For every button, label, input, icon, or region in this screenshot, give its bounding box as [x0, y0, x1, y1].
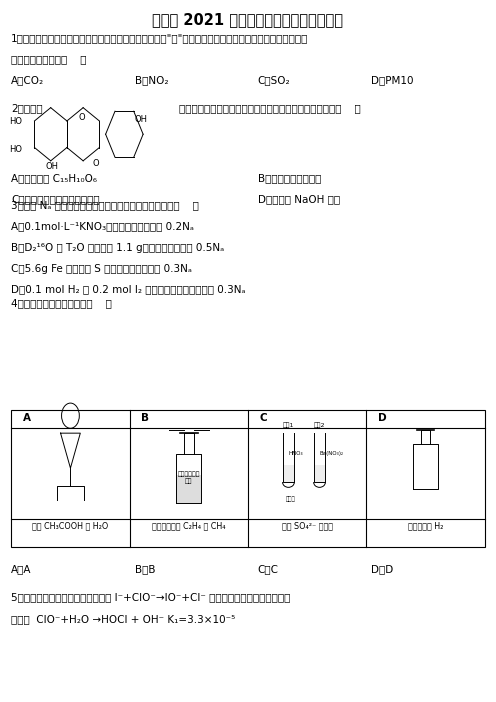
Text: 是中药柴胡的药物成分之一，下列有关该化合物叙述错误（    ）: 是中药柴胡的药物成分之一，下列有关该化合物叙述错误（ ）: [179, 102, 361, 113]
Text: D．0.1 mol H₂ 和 0.2 mol I₂ 充分反应后分子总数小于 0.3Nₐ: D．0.1 mol H₂ 和 0.2 mol I₂ 充分反应后分子总数小于 0.…: [11, 284, 246, 295]
Text: 提纯混有少量 C₂H₄ 的 CH₄: 提纯混有少量 C₂H₄ 的 CH₄: [152, 522, 226, 531]
Text: 步骤2: 步骤2: [314, 423, 325, 428]
Bar: [177, 475, 201, 503]
Text: Ba(NO₃)₂: Ba(NO₃)₂: [319, 451, 344, 456]
Text: A: A: [23, 413, 31, 423]
Text: C．5.6g Fe 与足量的 S 反应转移的电子数为 0.3Nₐ: C．5.6g Fe 与足量的 S 反应转移的电子数为 0.3Nₐ: [11, 263, 192, 274]
Text: B．NO₂: B．NO₂: [134, 75, 168, 85]
Text: A．0.1mol·L⁻¹KNO₃溶液中离子总数大于 0.2Nₐ: A．0.1mol·L⁻¹KNO₃溶液中离子总数大于 0.2Nₐ: [11, 222, 194, 232]
Text: OH: OH: [134, 115, 147, 124]
Text: B．B: B．B: [134, 564, 155, 574]
Text: D: D: [378, 413, 387, 423]
Text: B．D₂¹⁶O 和 T₂O 的混合物 1.1 g，含有的质子数为 0.5Nₐ: B．D₂¹⁶O 和 T₂O 的混合物 1.1 g，含有的质子数为 0.5Nₐ: [11, 243, 224, 253]
Text: 酸性高锰酸钾
溶液: 酸性高锰酸钾 溶液: [178, 472, 200, 484]
Text: D．D: D．D: [372, 564, 393, 574]
Text: D．可溶于 NaOH 溶液: D．可溶于 NaOH 溶液: [258, 194, 340, 204]
Text: A．CO₂: A．CO₂: [11, 75, 44, 85]
Text: HO: HO: [9, 117, 22, 126]
Text: 福建省 2021 年新高考适应性考试化学试卷: 福建省 2021 年新高考适应性考试化学试卷: [152, 12, 344, 27]
Text: 2．山奈酚: 2．山奈酚: [11, 102, 43, 113]
Text: 5．有研究认为，强碱性溶液中反应 I⁻+ClO⁻→IO⁻+Cl⁻ 分三步进行，其中两步如下：: 5．有研究认为，强碱性溶液中反应 I⁻+ClO⁻→IO⁻+Cl⁻ 分三步进行，其…: [11, 592, 291, 602]
Text: A．A: A．A: [11, 564, 32, 574]
Bar: [11, 411, 485, 547]
Text: 分离 CH₃COOH 和 H₂O: 分离 CH₃COOH 和 H₂O: [32, 522, 109, 531]
Text: A．分子式为 C₁₅H₁₀O₆: A．分子式为 C₁₅H₁₀O₆: [11, 173, 97, 183]
Text: B: B: [141, 413, 149, 423]
Text: 4．以下实验方案正确的是（    ）: 4．以下实验方案正确的是（ ）: [11, 298, 112, 309]
Text: 步骤1: 步骤1: [283, 423, 294, 428]
Text: 3．已知 Nₐ 是阿伏加德罗常数的值，下列说法正确的是（    ）: 3．已知 Nₐ 是阿伏加德罗常数的值，下列说法正确的是（ ）: [11, 201, 199, 211]
Text: HNO₃: HNO₃: [289, 451, 303, 456]
Text: C．C: C．C: [258, 564, 279, 574]
Text: 排气法收集 H₂: 排气法收集 H₂: [408, 522, 443, 531]
Text: HO: HO: [9, 145, 22, 154]
Text: B．能够发生加成反应: B．能够发生加成反应: [258, 173, 321, 183]
Text: OH: OH: [46, 162, 59, 171]
Bar: [283, 465, 294, 482]
Text: 第一步  ClO⁻+H₂O →HOCl + OH⁻ K₁=3.3×10⁻⁵: 第一步 ClO⁻+H₂O →HOCl + OH⁻ K₁=3.3×10⁻⁵: [11, 615, 236, 625]
Text: C．SO₂: C．SO₂: [258, 75, 291, 85]
Text: 待测液: 待测液: [286, 496, 296, 502]
Text: D．PM10: D．PM10: [372, 75, 414, 85]
Text: O: O: [78, 113, 85, 122]
Text: C: C: [260, 413, 267, 423]
Text: C．苯环中含有单双键交替结构: C．苯环中含有单双键交替结构: [11, 194, 100, 204]
Text: O: O: [93, 159, 100, 168]
Bar: [313, 465, 325, 482]
Text: 物质含量最大的是（    ）: 物质含量最大的是（ ）: [11, 54, 87, 64]
Text: 验证 SO₄²⁻ 的存在: 验证 SO₄²⁻ 的存在: [282, 522, 333, 531]
Text: 1．福建省三钢集团近年来大气污染治理成效显著，厂区"绿"意盎然，治理后，钢铁厂排放的尾气中，下列: 1．福建省三钢集团近年来大气污染治理成效显著，厂区"绿"意盎然，治理后，钢铁厂排…: [11, 33, 309, 43]
